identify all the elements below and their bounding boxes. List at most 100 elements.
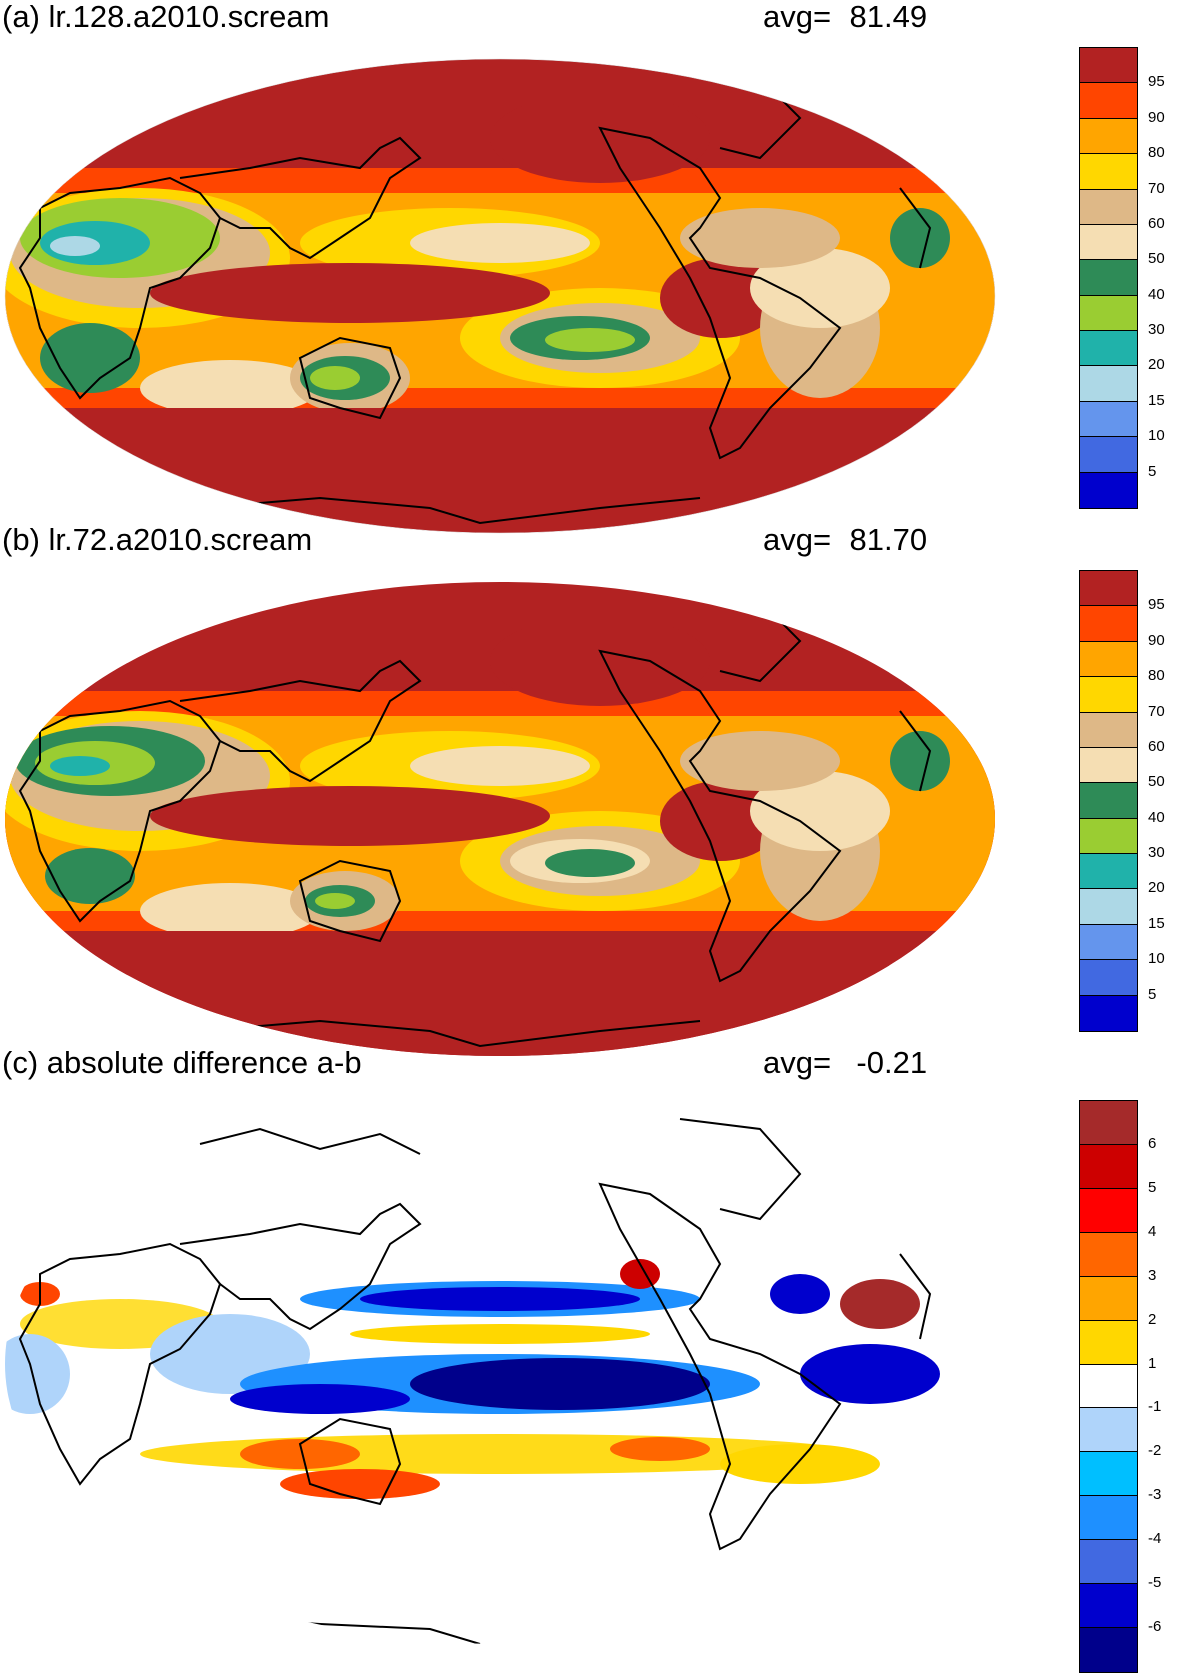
colorbar-label: 40 bbox=[1148, 285, 1165, 303]
avg-value: -0.21 bbox=[856, 1045, 928, 1080]
field-layer bbox=[5, 93, 995, 533]
colorbar-swatch bbox=[1080, 224, 1137, 261]
colorbar-label: 20 bbox=[1148, 356, 1165, 374]
colorbar-swatch bbox=[1080, 995, 1137, 1031]
colorbar-swatch bbox=[1080, 641, 1137, 678]
colorbar-label: 50 bbox=[1148, 250, 1165, 268]
colorbar-label: 70 bbox=[1148, 179, 1165, 197]
colorbar-swatch bbox=[1080, 1232, 1137, 1277]
coastlines bbox=[18, 67, 932, 525]
colorbar-swatch bbox=[1080, 189, 1137, 225]
avg-value: 81.49 bbox=[849, 0, 928, 34]
colorbar-label: 10 bbox=[1148, 427, 1165, 445]
colorbar-swatch bbox=[1080, 1276, 1137, 1321]
colorbar-swatch bbox=[1080, 1496, 1137, 1541]
field-layer bbox=[5, 1259, 940, 1499]
colorbar-label: 10 bbox=[1148, 950, 1165, 968]
panel-b: (b) lr.72.a2010.scream avg= 81.70 bbox=[0, 522, 1183, 1056]
colorbar-swatch bbox=[1080, 889, 1137, 925]
colorbar-label: -5 bbox=[1148, 1574, 1162, 1592]
colorbar-label: 1 bbox=[1148, 1354, 1157, 1372]
colorbar-swatch bbox=[1080, 295, 1137, 331]
colorbar-label: 80 bbox=[1148, 144, 1165, 162]
colorbar-swatch bbox=[1080, 571, 1137, 607]
colorbar-swatch bbox=[1080, 1408, 1137, 1453]
colorbar-label: -4 bbox=[1148, 1530, 1162, 1548]
colorbar-swatch bbox=[1080, 783, 1137, 819]
colorbar-swatch bbox=[1080, 1452, 1137, 1497]
panel-title: (a) lr.128.a2010.scream bbox=[2, 0, 330, 34]
colorbar-label: 4 bbox=[1148, 1222, 1157, 1240]
colorbar-label: 3 bbox=[1148, 1266, 1157, 1284]
colorbar-label: 40 bbox=[1148, 808, 1165, 826]
colorbar-swatch bbox=[1080, 1320, 1137, 1365]
colorbar-label: 20 bbox=[1148, 879, 1165, 897]
field-layer bbox=[5, 616, 995, 1056]
colorbar-swatch bbox=[1080, 606, 1137, 642]
colorbar bbox=[1079, 47, 1138, 509]
colorbar-label: 30 bbox=[1148, 321, 1165, 339]
colorbar-swatch bbox=[1080, 331, 1137, 367]
colorbar-swatch bbox=[1080, 1144, 1137, 1189]
colorbar-swatch bbox=[1080, 960, 1137, 996]
colorbar-label: -2 bbox=[1148, 1442, 1162, 1460]
colorbar-swatch bbox=[1080, 472, 1137, 508]
colorbar-label: 15 bbox=[1148, 914, 1165, 932]
world-map bbox=[5, 582, 995, 1056]
colorbar-swatch bbox=[1080, 1584, 1137, 1629]
colorbar-swatch bbox=[1080, 1188, 1137, 1233]
coastlines bbox=[18, 590, 932, 1048]
colorbar-label: 90 bbox=[1148, 631, 1165, 649]
panel-title: (b) lr.72.a2010.scream bbox=[2, 522, 313, 557]
colorbar-label: 5 bbox=[1148, 462, 1157, 480]
colorbar-swatch bbox=[1080, 1364, 1137, 1409]
colorbar-swatch bbox=[1080, 854, 1137, 890]
colorbar-swatch bbox=[1080, 154, 1137, 190]
colorbar-label: 5 bbox=[1148, 1178, 1157, 1196]
colorbar-swatch bbox=[1080, 366, 1137, 402]
panel-title: (c) absolute difference a-b bbox=[2, 1045, 362, 1080]
colorbar-label: 95 bbox=[1148, 73, 1165, 91]
colorbar bbox=[1079, 570, 1138, 1032]
colorbar-label: 50 bbox=[1148, 773, 1165, 791]
colorbar-label: 15 bbox=[1148, 391, 1165, 409]
colorbar-label: 60 bbox=[1148, 214, 1165, 232]
colorbar-swatch bbox=[1080, 818, 1137, 854]
colorbar-swatch bbox=[1080, 401, 1137, 438]
panel-average: avg= -0.21 bbox=[763, 1046, 927, 1080]
avg-value: 81.70 bbox=[849, 522, 928, 557]
colorbar-swatch bbox=[1080, 118, 1137, 155]
colorbar-swatch bbox=[1080, 1101, 1137, 1145]
panel-a: (a) lr.128.a2010.scream avg= 81.49 bbox=[0, 0, 1183, 534]
map-border bbox=[4, 58, 996, 534]
colorbar-swatch bbox=[1080, 747, 1137, 784]
colorbar-swatch bbox=[1080, 1628, 1137, 1672]
panel-c: (c) absolute difference a-b avg= -0.21 bbox=[0, 1046, 1183, 1677]
avg-label: avg= bbox=[763, 1045, 832, 1080]
colorbar-label: -6 bbox=[1148, 1618, 1162, 1636]
colorbar-label: 2 bbox=[1148, 1310, 1157, 1328]
avg-label: avg= bbox=[763, 0, 832, 34]
colorbar-swatch bbox=[1080, 677, 1137, 713]
colorbar-swatch bbox=[1080, 1540, 1137, 1585]
colorbar-label: 5 bbox=[1148, 985, 1157, 1003]
colorbar-label: 90 bbox=[1148, 108, 1165, 126]
panel-average: avg= 81.70 bbox=[763, 523, 927, 557]
colorbar-swatch bbox=[1080, 437, 1137, 473]
colorbar-label: 60 bbox=[1148, 737, 1165, 755]
coastlines bbox=[18, 1118, 932, 1644]
colorbar-swatch bbox=[1080, 83, 1137, 119]
colorbar-swatch bbox=[1080, 712, 1137, 748]
world-map bbox=[5, 1084, 995, 1644]
colorbar-label: 80 bbox=[1148, 667, 1165, 685]
colorbar-label: -1 bbox=[1148, 1398, 1162, 1416]
colorbar bbox=[1079, 1100, 1138, 1673]
avg-label: avg= bbox=[763, 522, 832, 557]
colorbar-label: -3 bbox=[1148, 1486, 1162, 1504]
colorbar-label: 30 bbox=[1148, 844, 1165, 862]
colorbar-label: 95 bbox=[1148, 596, 1165, 614]
world-map bbox=[4, 58, 996, 534]
panel-average: avg= 81.49 bbox=[763, 0, 927, 34]
colorbar-label: 6 bbox=[1148, 1134, 1157, 1152]
colorbar-swatch bbox=[1080, 260, 1137, 296]
